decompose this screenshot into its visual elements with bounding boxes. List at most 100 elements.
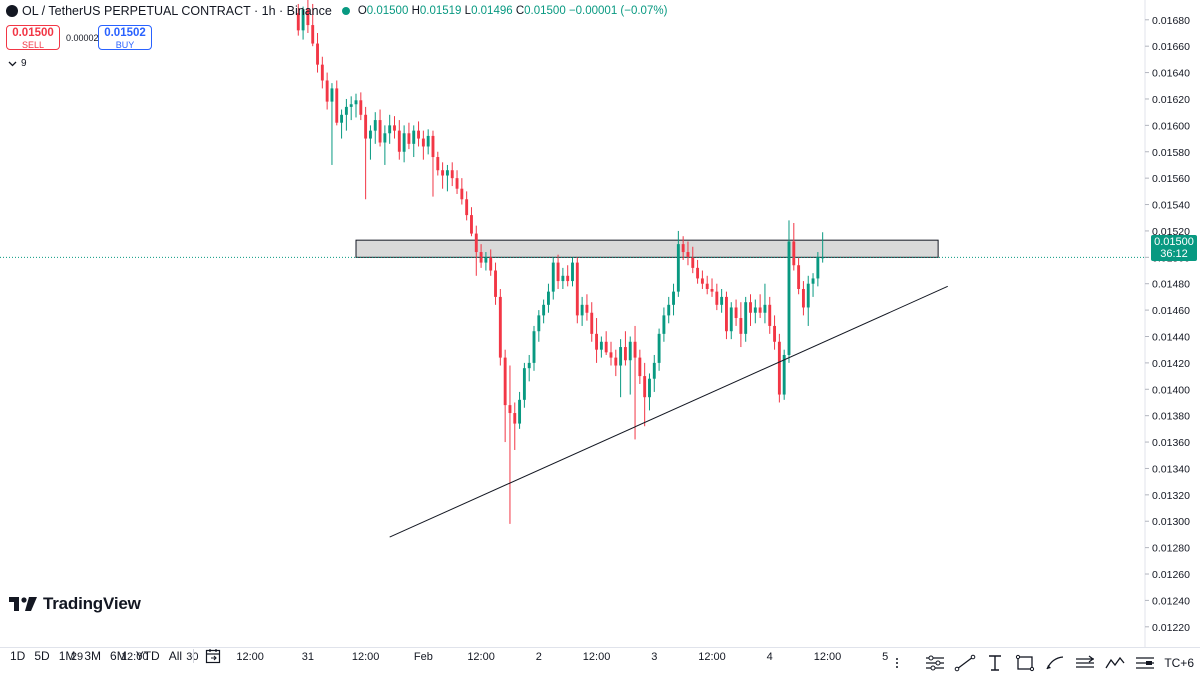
candle-body <box>773 325 777 342</box>
price-tick-label: 0.01600 <box>1152 120 1190 132</box>
timeframe-3m[interactable]: 3M <box>84 649 102 663</box>
candle-body <box>503 357 507 406</box>
price-tick-label: 0.01440 <box>1152 331 1190 343</box>
candle-body <box>619 347 623 366</box>
candle-body <box>311 25 315 44</box>
candle-body <box>518 399 522 424</box>
candle-body <box>556 262 560 282</box>
last-price-label: 0.01500 36:12 <box>1151 235 1197 261</box>
candle-body <box>320 64 324 81</box>
candle-body <box>705 283 709 289</box>
candle-body <box>306 9 310 26</box>
time-tick-label: 3 <box>651 651 658 663</box>
candle-body <box>623 347 627 361</box>
timeframe-5d[interactable]: 5D <box>34 649 50 663</box>
ohlc-open-label: O <box>357 5 367 17</box>
symbol-title[interactable]: OL / TetherUS PERPETUAL CONTRACT · 1h · … <box>22 4 332 18</box>
timeframe-1m[interactable]: 1M <box>58 649 76 663</box>
timeframe-1d[interactable]: 1D <box>10 649 26 663</box>
candle-body <box>537 315 541 332</box>
candle-body <box>715 291 719 305</box>
candle-body <box>590 312 594 334</box>
candle-body <box>397 130 401 152</box>
candle-body <box>604 341 608 353</box>
candle-body <box>513 413 517 424</box>
fib-tool-icon[interactable] <box>1134 654 1156 672</box>
candle-body <box>402 133 406 152</box>
candle-body <box>700 278 704 284</box>
timeframe-all[interactable]: All <box>168 649 183 663</box>
candle-body <box>421 138 425 147</box>
candle-body <box>792 241 796 266</box>
price-tick-label: 0.01260 <box>1152 569 1190 581</box>
candle-body <box>335 88 339 123</box>
ohlc-values: O0.01500 H0.01519 L0.01496 C0.01500 −0.0… <box>358 5 668 17</box>
time-tick-label: 12:00 <box>698 651 726 663</box>
price-tick-label: 0.01280 <box>1152 543 1190 555</box>
candle-body <box>460 188 464 200</box>
candle-body <box>691 257 695 268</box>
price-tick-label: 0.01420 <box>1152 358 1190 370</box>
candle-body <box>532 331 536 363</box>
ohlc-high-label: H <box>411 5 420 17</box>
price-tick-label: 0.01580 <box>1152 147 1190 159</box>
timeframe-ytd[interactable]: YTD <box>135 649 160 663</box>
candle-body <box>662 315 666 334</box>
candle-body <box>551 262 555 292</box>
candle-body <box>571 262 574 282</box>
candle-body <box>316 43 319 65</box>
trend-line-icon[interactable] <box>954 654 976 672</box>
sell-label: SELL <box>21 40 45 50</box>
long-position-icon[interactable] <box>1074 654 1096 672</box>
candle-body <box>643 376 647 398</box>
candle-body <box>368 130 372 139</box>
bar-countdown: 36:12 <box>1160 248 1188 260</box>
candle-body <box>686 252 690 258</box>
price-tick-label: 0.01480 <box>1152 279 1190 291</box>
candle-body <box>349 104 353 107</box>
ohlc-low: 0.01496 <box>471 5 513 17</box>
buy-button[interactable]: 0.01502 BUY <box>98 25 152 50</box>
timeframe-6m[interactable]: 6M <box>110 649 127 663</box>
pattern-tool-icon[interactable] <box>1104 654 1126 672</box>
text-tool-icon[interactable] <box>984 654 1006 672</box>
buy-label: BUY <box>115 40 135 50</box>
price-chart[interactable]: 0.01220 0.01240 0.01260 0.01280 0.01300 0.013… <box>0 0 1200 648</box>
candle-body <box>455 178 459 189</box>
resistance-zone <box>355 239 939 258</box>
candle-body <box>676 244 680 292</box>
rectangle-tool-icon[interactable] <box>1014 654 1036 672</box>
timezone-label[interactable]: TC+6 <box>1164 655 1194 670</box>
candle-body <box>445 170 449 176</box>
candle-body <box>296 13 300 31</box>
candle-body <box>465 199 469 216</box>
candle-body <box>667 304 671 316</box>
candle-body <box>354 100 358 105</box>
time-tick-label: 2 <box>535 651 542 663</box>
price-tick-label: 0.01360 <box>1152 437 1190 449</box>
candle-body <box>628 341 632 361</box>
date-range-icon[interactable] <box>205 648 221 664</box>
candle-body <box>782 354 786 395</box>
brush-tool-icon[interactable] <box>1044 654 1066 672</box>
candle-body <box>359 100 363 115</box>
price-tick-label: 0.01640 <box>1152 68 1190 80</box>
sliders-icon[interactable] <box>924 654 946 672</box>
tradingview-logo[interactable]: TradingView <box>9 594 141 614</box>
divider <box>193 649 195 663</box>
sell-button[interactable]: 0.01500 SELL <box>6 25 60 50</box>
price-tick-label: 0.01380 <box>1152 411 1190 423</box>
more-dots-icon[interactable] <box>894 654 916 672</box>
candle-body <box>364 114 368 139</box>
candle-body <box>393 125 396 131</box>
candle-body <box>585 304 589 313</box>
candle-body <box>340 114 344 123</box>
time-tick-label: 30 <box>186 651 198 663</box>
candle-body <box>638 357 642 377</box>
indicators-toggle[interactable]: 9 <box>8 58 27 69</box>
candle-body <box>417 130 420 139</box>
time-tick-label: 5 <box>882 651 889 663</box>
spread-value: 0.00002 <box>66 33 99 43</box>
candle-body <box>753 307 757 313</box>
ohlc-low-label: L <box>464 5 472 17</box>
